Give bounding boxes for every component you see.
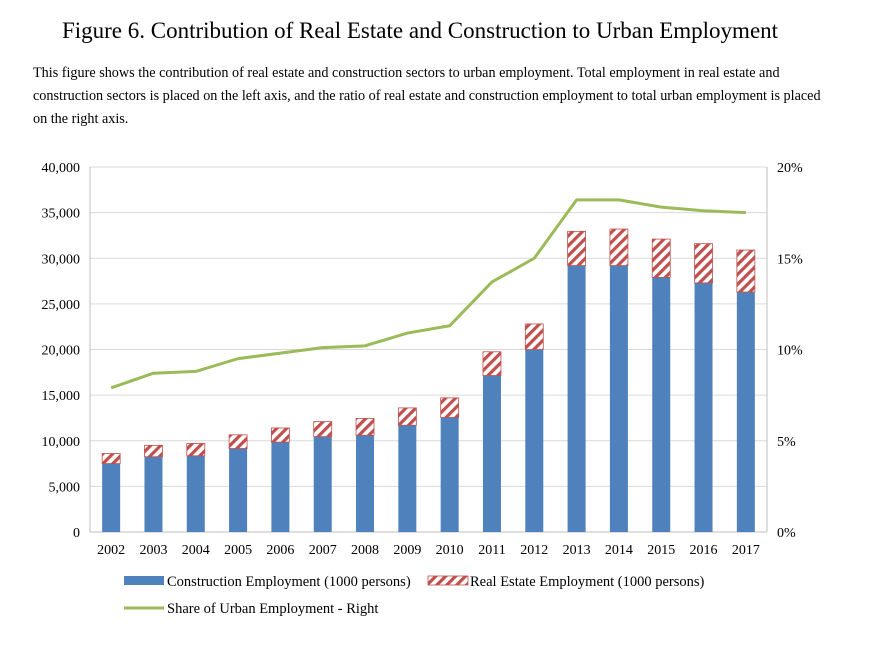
legend-label-construction: Construction Employment (1000 persons) [167,574,411,590]
left-axis-tick-label: 0 [73,526,80,541]
x-axis-tick-label: 2011 [478,543,505,558]
x-axis-tick-label: 2008 [351,543,379,558]
real-estate-bar [355,417,375,436]
right-axis-tick-label: 15% [777,252,803,267]
x-axis-tick-label: 2009 [393,543,421,558]
real-estate-bar [651,238,671,278]
construction-bar [271,442,290,532]
construction-bar [609,265,628,532]
construction-bar [102,463,121,532]
right-axis-tick-label: 20% [777,161,803,176]
real-estate-bar [482,351,502,376]
left-axis-tick-label: 10,000 [42,435,81,450]
x-axis-tick-label: 2013 [563,543,591,558]
construction-bar [186,455,205,532]
real-estate-bar [313,421,333,438]
construction-bar [525,349,544,532]
right-axis-tick-label: 0% [777,526,796,541]
real-estate-bar [567,230,586,266]
x-axis-tick-label: 2004 [182,543,210,558]
left-axis-tick-label: 35,000 [42,207,81,222]
construction-bar [229,448,248,532]
x-axis-tick-label: 2010 [436,543,464,558]
construction-bar [736,292,755,532]
x-axis-tick-label: 2017 [732,543,760,558]
construction-bar [482,375,501,532]
construction-bar [144,456,163,532]
right-axis-tick-label: 5% [777,435,796,450]
construction-bar [356,435,375,532]
real-estate-bar [736,249,756,293]
real-estate-bar [440,397,460,418]
x-axis-tick-label: 2002 [97,543,125,558]
share-of-urban-employment-line [110,198,746,390]
real-estate-bar [609,228,629,266]
construction-bar [694,282,713,532]
construction-bar [652,277,671,532]
left-axis-tick-label: 25,000 [42,298,81,313]
x-axis-tick-label: 2007 [309,543,337,558]
bars [101,228,756,532]
x-axis-tick-label: 2015 [647,543,675,558]
left-axis-tick-label: 5,000 [49,480,81,495]
left-axis-tick-label: 15,000 [42,389,81,404]
legend-label-real-estate: Real Estate Employment (1000 persons) [470,574,705,590]
real-estate-bar [186,443,206,457]
left-axis-tick-label: 40,000 [42,161,81,176]
construction-bar [313,436,332,532]
right-axis-tick-label: 10% [777,344,803,359]
legend-swatch-construction [124,576,164,585]
legend-swatch-real-estate [427,575,469,586]
left-axis-tick-label: 20,000 [42,344,81,359]
real-estate-bar [524,323,544,350]
x-axis-tick-label: 2012 [520,543,548,558]
real-estate-bar [144,444,163,458]
left-axis-tick-label: 30,000 [42,252,81,267]
real-estate-bar [694,243,713,284]
construction-bar [440,417,459,532]
x-axis-tick-label: 2006 [266,543,294,558]
construction-bar [567,265,586,532]
share-line-layer [110,198,746,390]
tick-labels: 0 5,000 10,000 15,000 20,000 25,000 30,000 35,0… [42,161,804,558]
real-estate-bar [271,427,290,443]
figure-description: This figure shows the contribution of re… [33,65,821,127]
x-axis-tick-label: 2003 [139,543,167,558]
legend: Construction Employment (1000 persons) Re… [124,574,705,617]
construction-bar [398,425,417,532]
x-axis-tick-label: 2014 [605,543,633,558]
x-axis-tick-label: 2016 [690,543,718,558]
legend-label-share: Share of Urban Employment - Right [167,601,378,617]
real-estate-bar [101,453,121,464]
real-estate-bar [228,434,248,449]
figure-title: Figure 6. Contribution of Real Estate an… [61,18,779,43]
real-estate-bar [397,407,417,426]
x-axis-tick-label: 2005 [224,543,252,558]
